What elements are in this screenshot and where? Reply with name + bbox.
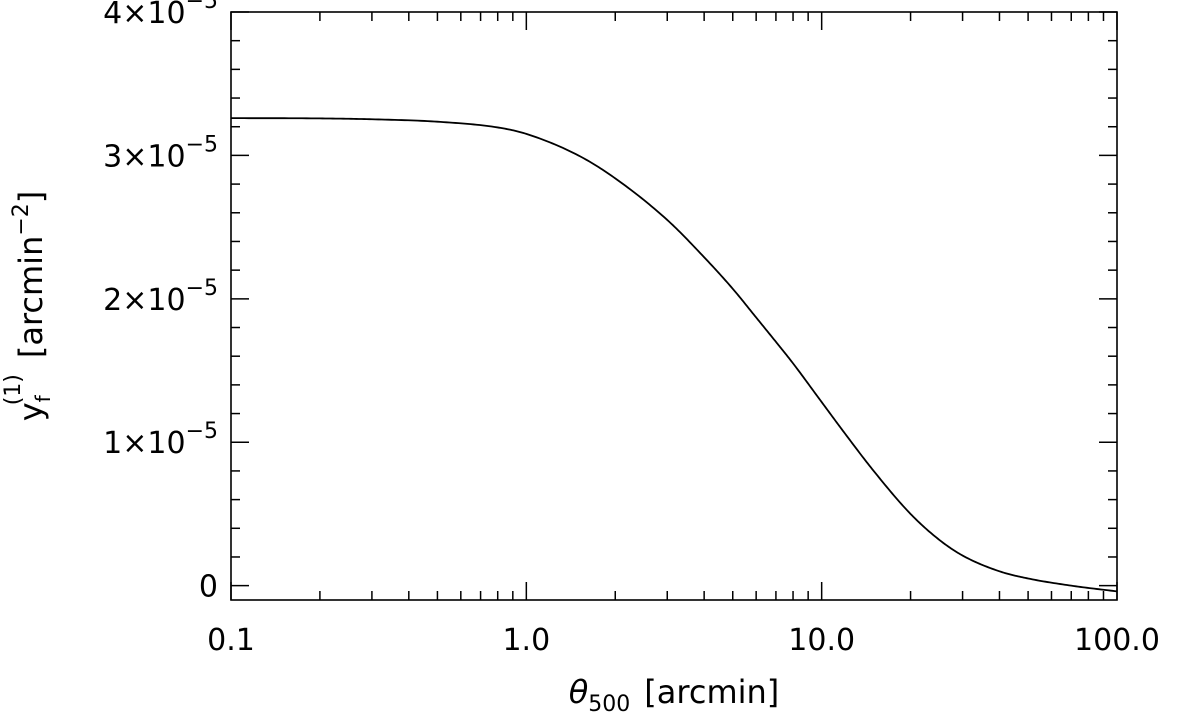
x-tick-label: 10.0 <box>788 623 855 658</box>
y-axis-label-unit-post: ] <box>12 191 50 203</box>
y-tick-label: 1×10−5 <box>103 419 218 461</box>
tick-labels: 0.1 1.0 10.0 100.0 0 1×10−5 2×10−5 3×10−5 4×10−5 <box>103 0 1160 658</box>
plot-frame <box>230 11 1118 601</box>
x-axis-label: θ500 [arcmin] <box>569 673 780 717</box>
y-tick-label: 4×10−5 <box>103 0 218 31</box>
ticks <box>230 11 1118 600</box>
y-axis-label: yf (1) [arcmin−2] <box>1 191 55 422</box>
x-tick-label: 0.1 <box>207 623 255 658</box>
y-axis-label-unit-pre: [arcmin <box>12 236 50 358</box>
y-axis-label-sub: f <box>31 394 55 402</box>
x-axis-label-symbol: θ <box>569 673 589 711</box>
y-tick-label: 3×10−5 <box>103 132 218 174</box>
x-tick-label: 100.0 <box>1074 623 1160 658</box>
y-tick-label: 2×10−5 <box>103 276 218 318</box>
y-axis-label-symbol: y <box>12 402 50 421</box>
x-axis-label-sub: 500 <box>588 692 630 717</box>
x-axis-label-unit: [arcmin] <box>644 673 779 711</box>
y-tick-label: 0 <box>199 570 218 605</box>
x-tick-label: 1.0 <box>502 623 550 658</box>
series-line <box>230 117 1118 593</box>
y-axis-label-sup: (1) <box>1 374 26 405</box>
y-axis-label-unit-sup: −2 <box>9 203 34 235</box>
